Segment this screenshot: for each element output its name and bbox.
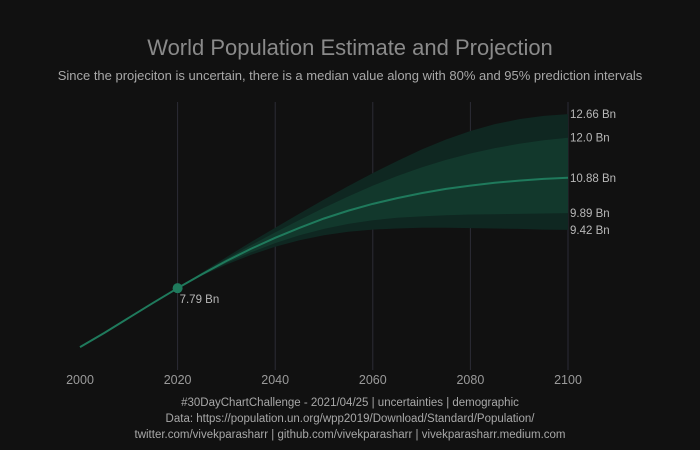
footer-challenge: #30DayChartChallenge - 2021/04/25 | unce… [181,397,519,409]
prediction-bands [177,114,568,289]
x-tick-2040: 2040 [261,373,289,387]
chart-subtitle: Since the projeciton is uncertain, there… [57,68,643,83]
point-2020 [172,283,183,294]
series-lines [79,176,569,348]
band-80-interval [177,137,568,289]
value-labels: 7.79 Bn 12.66 Bn 12.0 Bn 10.88 Bn 9.89 Bn 9.4… [180,109,616,306]
x-tick-2000: 2000 [66,373,94,387]
end-label-2: 10.88 Bn [570,173,616,185]
point-label-2020: 7.79 Bn [180,294,220,306]
historical-line [79,287,179,348]
end-label-4: 9.42 Bn [570,225,610,237]
end-label-1: 12.0 Bn [570,133,610,145]
end-label-3: 9.89 Bn [570,208,610,220]
x-tick-2100: 2100 [554,373,582,387]
chart-title: World Population Estimate and Projection [147,35,553,60]
x-tick-2060: 2060 [359,373,387,387]
end-label-0: 12.66 Bn [570,109,616,121]
footer-data-source: Data: https://population.un.org/wpp2019/… [165,413,535,425]
x-axis-ticks: 2000 2020 2040 2060 2080 2100 [66,373,582,387]
x-tick-2080: 2080 [456,373,484,387]
footer-credits: twitter.com/vivekparasharr | github.com/… [134,429,566,441]
median-line [177,176,569,290]
x-tick-2020: 2020 [164,373,192,387]
